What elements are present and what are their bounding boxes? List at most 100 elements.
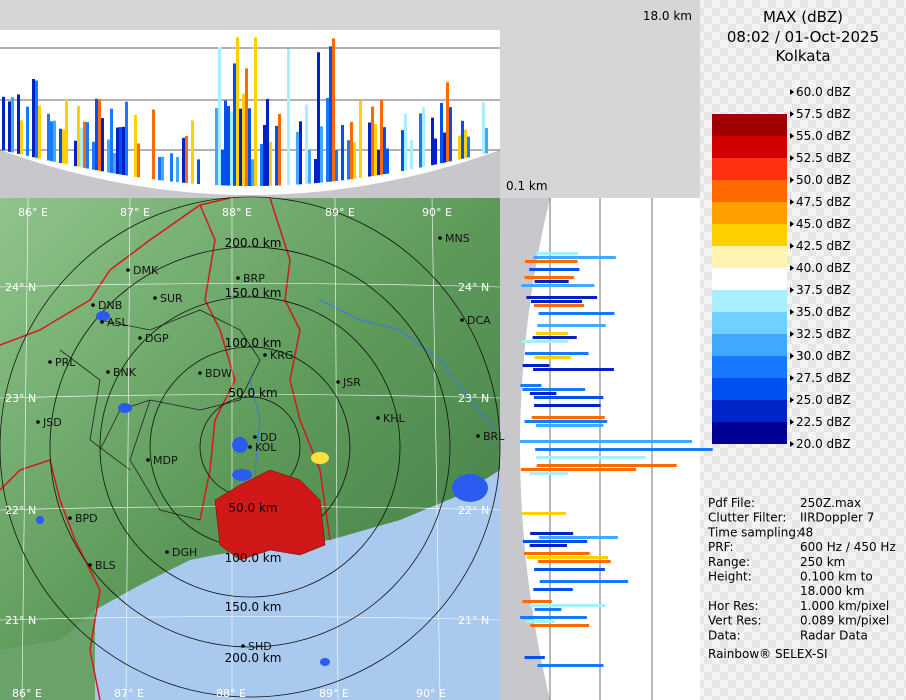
city-dot <box>106 370 110 374</box>
side-bar <box>533 396 604 399</box>
legend-band <box>712 246 787 268</box>
side-bar <box>532 336 577 339</box>
info-key: Vert Res: <box>708 614 762 628</box>
lon-label: 90° E <box>422 206 452 219</box>
legend-band <box>712 136 787 158</box>
profile-bar <box>62 129 65 164</box>
profile-bar <box>377 149 380 176</box>
side-bar <box>520 616 587 619</box>
profile-bar <box>218 47 221 186</box>
side-bar <box>529 472 568 475</box>
city-label: MDP <box>153 454 178 467</box>
profile-bar <box>317 52 320 183</box>
legend-band <box>712 180 787 202</box>
legend-band <box>712 158 787 180</box>
side-bar <box>535 332 568 335</box>
range-label: 150.0 km <box>225 600 282 614</box>
info-value: 250 km <box>800 555 845 569</box>
profile-bar <box>107 139 110 173</box>
profile-bar <box>320 126 323 183</box>
lon-label: 86° E <box>18 206 48 219</box>
info-value: 250Z.max <box>800 496 861 510</box>
legend-band <box>712 356 787 378</box>
city-label: BPD <box>75 512 98 525</box>
side-bar <box>522 388 586 391</box>
profile-bar <box>224 100 227 186</box>
lat-label: 21° N <box>5 614 36 627</box>
profile-bar <box>119 127 122 175</box>
city-dot <box>253 435 257 439</box>
profile-bar <box>329 46 332 182</box>
profile-bar <box>110 108 113 173</box>
time: 08:02 / 01-Oct-2025 <box>727 28 879 46</box>
range-ring <box>99 296 401 598</box>
profile-bar <box>386 148 389 174</box>
city-label: BRL <box>483 430 505 443</box>
legend-band <box>712 378 787 400</box>
legend-label: 22.5 dBZ <box>796 415 851 429</box>
side-bar <box>527 556 609 559</box>
city-label: DGP <box>145 332 169 345</box>
land-sw <box>0 610 95 700</box>
profile-bar <box>53 120 56 162</box>
city-dot <box>36 420 40 424</box>
lon-label: 89° E <box>325 206 355 219</box>
profile-bar <box>197 159 200 185</box>
info-key: PRF: <box>708 540 734 554</box>
profile-bar <box>254 37 257 186</box>
sea <box>95 470 500 700</box>
profile-bar <box>158 157 161 181</box>
city-dot <box>248 445 252 449</box>
profile-bar <box>83 121 86 168</box>
profile-bar <box>239 108 242 186</box>
profile-bar <box>185 135 188 184</box>
lat-label: 21° N <box>458 614 489 627</box>
profile-bar <box>26 106 29 156</box>
range-label: 50.0 km <box>228 501 277 515</box>
lat-label: 23° N <box>458 392 489 405</box>
city-label: DD <box>260 431 277 444</box>
legend-tick <box>790 155 794 161</box>
info-value: Radar Data <box>800 628 868 642</box>
legend-band <box>712 422 787 444</box>
profile-bar <box>38 105 41 159</box>
info-key: Clutter Filter: <box>708 511 786 525</box>
legend-label: 35.0 dBZ <box>796 305 851 319</box>
profile-bar <box>176 156 179 183</box>
legend-label: 50.0 dBZ <box>796 173 851 187</box>
profile-bar <box>230 111 233 186</box>
bottom-scale: 0.1 km <box>506 179 548 193</box>
profile-bar <box>134 114 137 177</box>
lon-label: 87° E <box>120 206 150 219</box>
city-dot <box>241 644 245 648</box>
legend-label: 47.5 dBZ <box>796 195 851 209</box>
legend-band <box>712 400 787 422</box>
profile-bar <box>20 120 23 155</box>
lon-label: 88° E <box>216 687 246 700</box>
profile-bar <box>101 118 104 172</box>
legend-tick <box>790 243 794 249</box>
profile-bar <box>113 153 116 174</box>
legend-tick <box>790 89 794 95</box>
lon-label: 86° E <box>12 687 42 700</box>
city-dot <box>146 458 150 462</box>
profile-bar <box>8 101 11 152</box>
side-bar <box>524 420 608 423</box>
side-bar <box>523 552 590 555</box>
city-label: KOL <box>255 441 277 454</box>
side-bar <box>522 364 550 367</box>
profile-bar <box>482 102 485 155</box>
info-key: Time sampling: <box>707 525 800 539</box>
side-bar <box>529 268 580 271</box>
side-bar <box>534 304 585 307</box>
city-label: DNB <box>98 299 122 312</box>
range-ring <box>49 246 451 648</box>
profile-bar <box>17 94 20 154</box>
side-bar <box>521 340 569 343</box>
profile-bar <box>287 48 290 186</box>
footer: Rainbow® SELEX-SI <box>708 647 828 661</box>
range-rings <box>0 196 501 698</box>
legend-tick <box>790 353 794 359</box>
legend-tick <box>790 221 794 227</box>
